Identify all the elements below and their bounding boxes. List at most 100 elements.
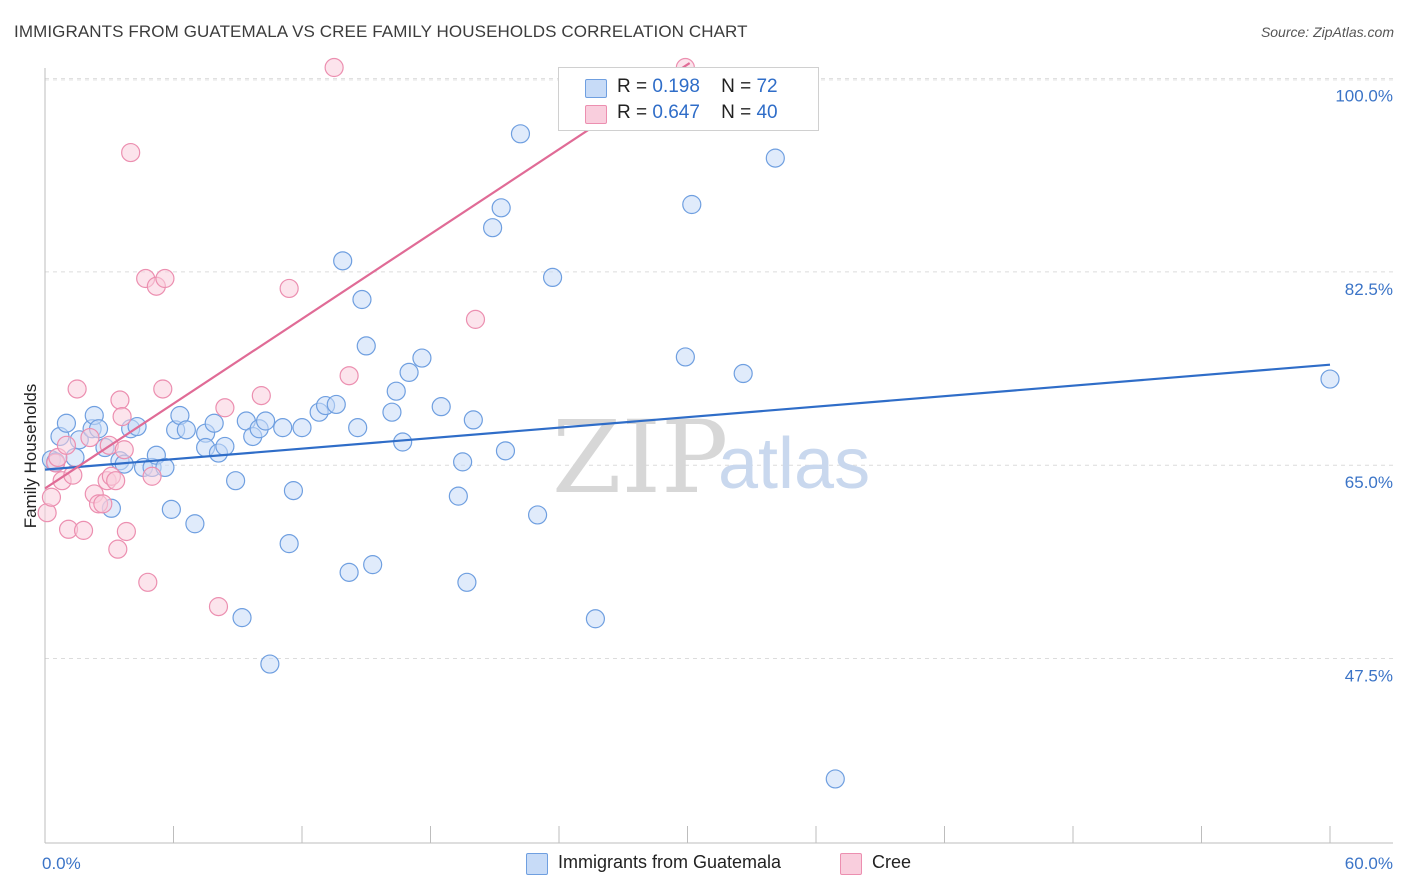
data-point — [283, 481, 304, 501]
data-point — [226, 471, 246, 491]
legend-swatch-cree — [840, 853, 862, 875]
data-point — [682, 194, 702, 215]
data-point — [495, 441, 516, 461]
data-point — [356, 336, 376, 356]
data-point — [185, 514, 205, 534]
data-point — [56, 435, 77, 455]
data-point — [121, 142, 141, 163]
data-point — [825, 769, 845, 789]
data-point — [176, 420, 196, 440]
data-point — [112, 406, 132, 427]
data-point — [324, 57, 344, 78]
data-point — [56, 413, 77, 433]
data-point — [93, 494, 113, 514]
x-tick-label: 0.0% — [42, 854, 81, 873]
data-point — [510, 124, 531, 144]
data-point — [208, 597, 229, 617]
data-point — [453, 452, 473, 472]
data-point — [527, 505, 548, 525]
data-point — [399, 362, 419, 383]
data-point — [232, 608, 252, 628]
data-point — [114, 440, 134, 460]
data-point — [73, 520, 94, 540]
data-point — [142, 466, 162, 486]
data-point — [733, 363, 753, 384]
x-tick-label: 60.0% — [1345, 854, 1393, 873]
data-point — [153, 379, 173, 399]
data-point — [765, 148, 785, 168]
trend-line-cree — [44, 62, 691, 490]
data-point — [204, 413, 224, 433]
correlation-legend: R = 0.198 N = 72 R = 0.647 N = 40 — [558, 67, 819, 131]
legend-n-value: 40 — [756, 102, 778, 123]
data-point — [431, 397, 451, 417]
y-tick-label: 65.0% — [1345, 473, 1393, 492]
data-point — [483, 218, 503, 238]
data-point — [215, 436, 235, 457]
data-point — [333, 251, 353, 271]
legend-r-value: 0.647 — [652, 102, 700, 123]
legend-label-guatemala: Immigrants from Guatemala — [558, 852, 782, 872]
legend-r-label: R = — [617, 102, 648, 123]
watermark-atlas: atlas — [718, 424, 870, 504]
data-point — [363, 555, 383, 575]
data-point — [41, 487, 62, 507]
trend-line-guatemala — [44, 363, 1331, 471]
legend-n-label: N = — [721, 102, 752, 123]
legend-r-value: 0.198 — [652, 76, 700, 97]
data-point — [215, 398, 235, 418]
data-point — [138, 572, 158, 592]
y-axis-label: Family Households — [21, 384, 40, 529]
data-point — [348, 418, 368, 438]
legend-label-cree: Cree — [872, 852, 912, 872]
chart-title: IMMIGRANTS FROM GUATEMALA VS CREE FAMILY… — [14, 22, 748, 41]
data-point — [339, 366, 359, 386]
data-point — [352, 289, 372, 310]
data-point — [116, 521, 136, 542]
y-tick-label: 100.0% — [1335, 87, 1393, 106]
data-point — [326, 394, 346, 415]
legend-n-value: 72 — [756, 76, 778, 97]
data-point — [448, 486, 468, 506]
series-guatemala — [41, 124, 1340, 789]
data-point — [80, 427, 100, 448]
trend-lines — [44, 62, 1331, 490]
legend-swatch-guatemala — [585, 79, 607, 98]
y-tick-label: 47.5% — [1345, 667, 1393, 686]
legend-r-label: R = — [617, 76, 648, 97]
data-point — [161, 499, 181, 519]
data-point — [412, 348, 432, 368]
data-point — [255, 411, 276, 431]
legend-n-label: N = — [721, 76, 752, 97]
y-tick-labels: 47.5% 65.0% 82.5% 100.0% — [1335, 87, 1393, 686]
data-point — [1320, 369, 1340, 389]
data-point — [382, 402, 402, 422]
data-point — [675, 347, 695, 367]
data-point — [279, 534, 299, 554]
data-point — [386, 381, 406, 401]
legend-swatch-guatemala — [526, 853, 548, 875]
data-point — [542, 267, 563, 288]
watermark-zip: ZIP — [552, 399, 728, 516]
gridlines — [45, 78, 1393, 660]
data-point — [585, 609, 606, 629]
data-point — [67, 379, 87, 399]
data-point — [491, 198, 511, 218]
data-point — [463, 410, 483, 430]
data-point — [108, 539, 128, 559]
data-point — [457, 572, 477, 592]
data-point — [279, 278, 299, 299]
data-point — [155, 268, 175, 289]
data-point — [251, 386, 271, 406]
y-tick-label: 82.5% — [1345, 280, 1393, 299]
data-point — [339, 562, 359, 582]
legend-swatch-cree — [585, 105, 607, 124]
x-tick-labels: 0.0% 60.0% — [42, 854, 1393, 873]
data-point — [465, 309, 486, 329]
data-point — [273, 418, 293, 438]
data-point — [106, 471, 126, 491]
data-point — [110, 390, 130, 410]
data-point — [292, 418, 312, 438]
source-label: Source: ZipAtlas.com — [1260, 24, 1394, 40]
